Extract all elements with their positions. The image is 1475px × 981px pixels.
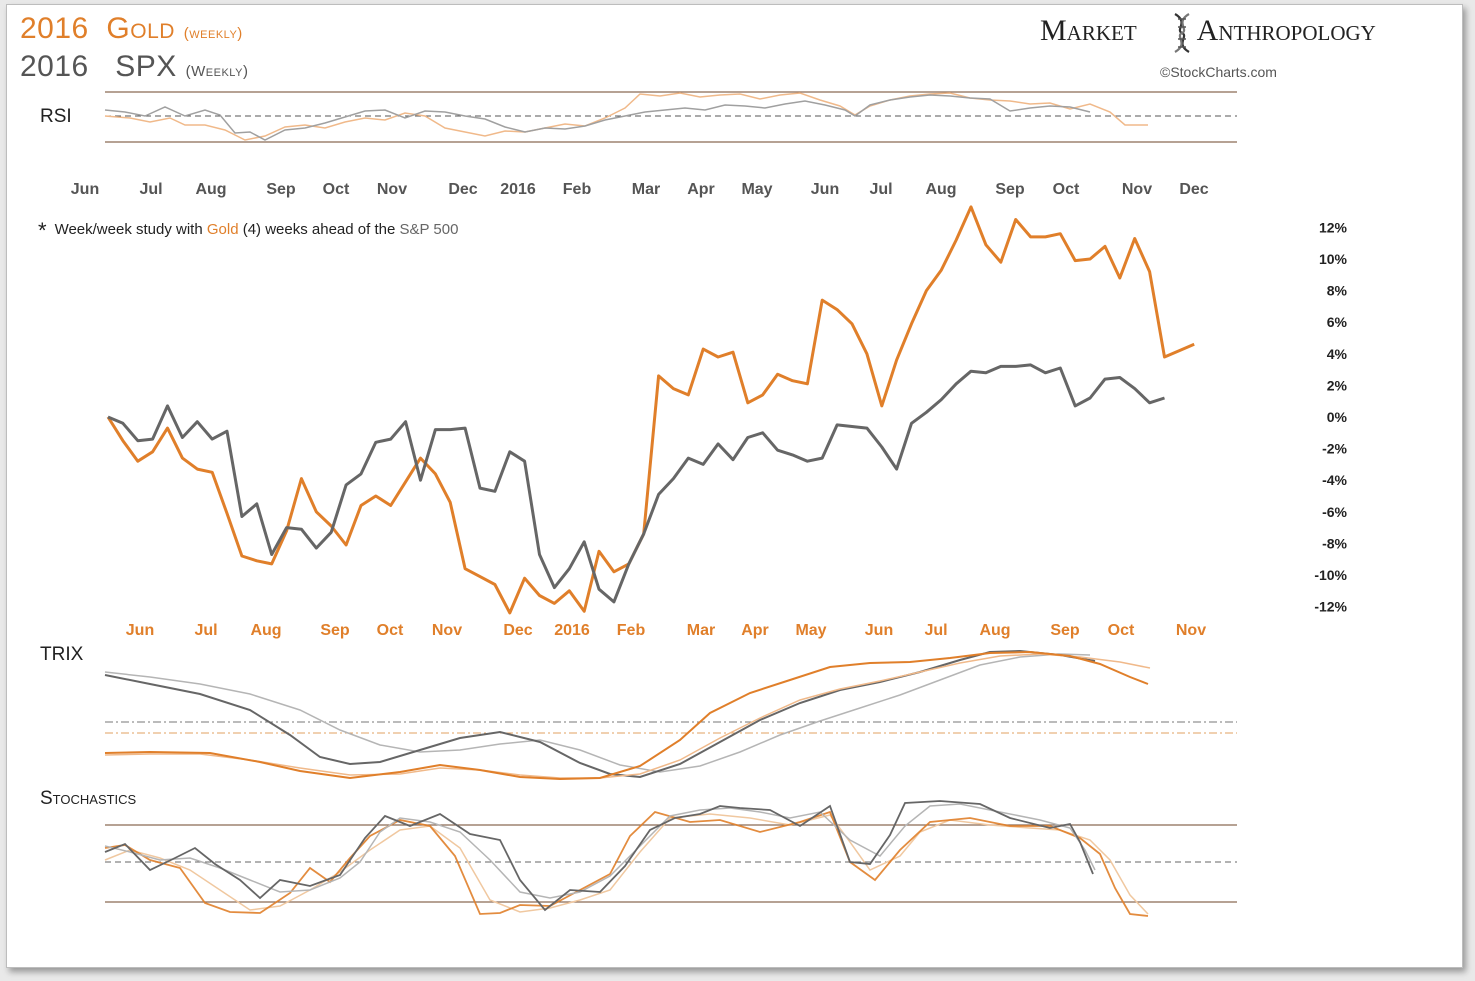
spx-title-name: SPX [115, 50, 177, 83]
spx-month-tick: Sep [995, 181, 1025, 198]
gold-month-tick: Apr [741, 622, 769, 639]
trix-spx-signal [104, 653, 1091, 773]
gold-title: 2016 Gold (weekly) [20, 12, 243, 46]
gold-month-tick: Sep [1050, 622, 1080, 639]
gold-month-tick: Jul [194, 622, 217, 639]
y-tick-label: -12% [1314, 599, 1347, 615]
gold-month-tick: Nov [432, 622, 462, 639]
stockcharts-credit: ©StockCharts.com [1160, 64, 1277, 80]
y-tick-label: 4% [1327, 346, 1348, 362]
gold-month-axis: Jun Jul Aug Sep Oct Nov Dec 2016 Feb Mar Apr May Jun… [126, 622, 1206, 639]
y-tick-label: -4% [1322, 472, 1347, 488]
gold-month-tick: 2016 [554, 622, 590, 639]
gold-month-tick: Jul [924, 622, 947, 639]
spx-title-sub: (Weekly) [185, 63, 249, 80]
spx-month-tick: Mar [632, 181, 660, 198]
y-tick-label: -10% [1314, 567, 1347, 583]
study-note: * Week/week study with Gold (4) weeks ahe… [38, 218, 458, 244]
rsi-panel [104, 91, 1237, 143]
spx-month-tick: Aug [195, 181, 226, 198]
y-tick-label: 2% [1327, 377, 1348, 393]
y-tick-label: -6% [1322, 504, 1347, 520]
note-spx: S&P 500 [399, 221, 459, 238]
gold-title-year: 2016 [20, 12, 89, 45]
gold-month-tick: Oct [377, 622, 404, 639]
gold-month-tick: Feb [617, 622, 646, 639]
spx-month-tick: Aug [925, 181, 956, 198]
spx-month-tick: May [741, 181, 772, 198]
y-axis: 12% 10% 8% 6% 4% 2% 0% -2% -4% -6% -8% -10% -12% [1314, 219, 1347, 614]
gold-month-tick: Jun [865, 622, 893, 639]
gold-month-tick: Sep [320, 622, 350, 639]
brand-left: Market [1040, 14, 1137, 47]
stoch-spx-signal [104, 803, 1096, 899]
gold-month-tick: Oct [1108, 622, 1135, 639]
gold-month-tick: Jun [126, 622, 154, 639]
gold-month-tick: Aug [979, 622, 1010, 639]
note-gold: Gold [206, 221, 239, 238]
stoch-gold [104, 810, 1149, 917]
spx-month-tick: Jun [71, 181, 99, 198]
y-tick-label: 10% [1319, 251, 1348, 267]
gold-month-tick: Dec [503, 622, 532, 639]
main-panel [106, 205, 1195, 615]
spx-month-tick: Sep [266, 181, 296, 198]
brand-right: Anthropology [1196, 14, 1376, 47]
gold-line [106, 205, 1195, 615]
stoch-spx [104, 800, 1094, 912]
dna-icon [1174, 13, 1190, 53]
brand-name: Market Anthropology [1040, 14, 1376, 48]
spx-month-axis: Jun Jul Aug Sep Oct Nov Dec 2016 Feb Mar Apr May Jun… [71, 181, 1209, 198]
spx-month-tick: Nov [377, 181, 407, 198]
spx-title-year: 2016 [20, 50, 89, 83]
stoch-gold-signal [104, 813, 1149, 915]
spx-month-tick: Jun [811, 181, 839, 198]
y-tick-label: -2% [1322, 441, 1347, 457]
spx-month-tick: Jul [139, 181, 162, 198]
spx-month-tick: Dec [1179, 181, 1208, 198]
trix-gold [104, 650, 1149, 781]
rsi-spx-line [104, 94, 1091, 141]
note-text-2: (4) weeks ahead of the [238, 221, 400, 238]
spx-month-tick: 2016 [500, 181, 536, 198]
rsi-label: RSI [40, 106, 72, 127]
spx-month-tick: Oct [323, 181, 350, 198]
stochastics-panel [104, 800, 1237, 917]
y-tick-label: -8% [1322, 535, 1347, 551]
spx-title: 2016 SPX (Weekly) [20, 50, 248, 84]
y-tick-label: 6% [1327, 314, 1348, 330]
stochastics-label: Stochastics [40, 788, 137, 809]
note-asterisk: * [38, 218, 47, 243]
gold-month-tick: Nov [1176, 622, 1206, 639]
y-tick-label: 0% [1327, 409, 1348, 425]
spx-month-tick: Dec [448, 181, 477, 198]
spx-month-tick: Feb [563, 181, 592, 198]
y-tick-label: 12% [1319, 219, 1348, 235]
gold-month-tick: May [795, 622, 826, 639]
spx-month-tick: Jul [869, 181, 892, 198]
gold-title-sub: (weekly) [183, 25, 243, 42]
spx-line [107, 363, 1165, 604]
note-text-1: Week/week study with [54, 221, 207, 238]
spx-month-tick: Apr [687, 181, 715, 198]
trix-gold-signal [104, 653, 1151, 779]
trix-panel [104, 649, 1237, 781]
spx-month-tick: Oct [1053, 181, 1080, 198]
spx-month-tick: Nov [1122, 181, 1152, 198]
trix-label: TRIX [40, 644, 84, 665]
gold-title-name: Gold [106, 12, 175, 45]
gold-month-tick: Aug [250, 622, 281, 639]
gold-month-tick: Mar [687, 622, 715, 639]
y-tick-label: 8% [1327, 283, 1348, 299]
